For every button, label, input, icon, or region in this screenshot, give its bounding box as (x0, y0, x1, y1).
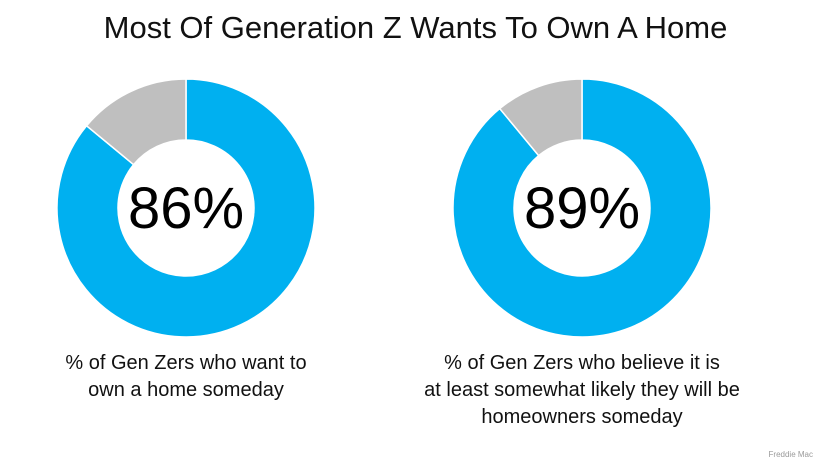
center-percent-label: 89% (523, 175, 641, 241)
caption-line: % of Gen Zers who want to (65, 352, 307, 374)
caption-likely-homeowner: % of Gen Zers who believe it is at least… (372, 350, 792, 431)
caption-line: at least somewhat likely they will be (424, 379, 740, 401)
donut-svg (452, 78, 712, 338)
donut-svg (56, 78, 316, 338)
donut-slice-remainder (498, 78, 583, 157)
donut-chart-want-home: 86% (56, 78, 316, 338)
caption-line: own a home someday (88, 379, 284, 401)
caption-line: % of Gen Zers who believe it is (444, 352, 720, 374)
donut-slice-primary (56, 78, 316, 338)
caption-want-home: % of Gen Zers who want to own a home som… (6, 350, 366, 404)
source-credit: Freddie Mac (768, 450, 813, 459)
donut-slice-remainder (85, 78, 187, 166)
caption-line: homeowners someday (481, 406, 683, 428)
donut-chart-likely-homeowner: 89% (452, 78, 712, 338)
donut-slice-primary (452, 78, 712, 338)
center-percent-label: 86% (127, 175, 245, 241)
chart-title: Most Of Generation Z Wants To Own A Home (103, 10, 728, 45)
